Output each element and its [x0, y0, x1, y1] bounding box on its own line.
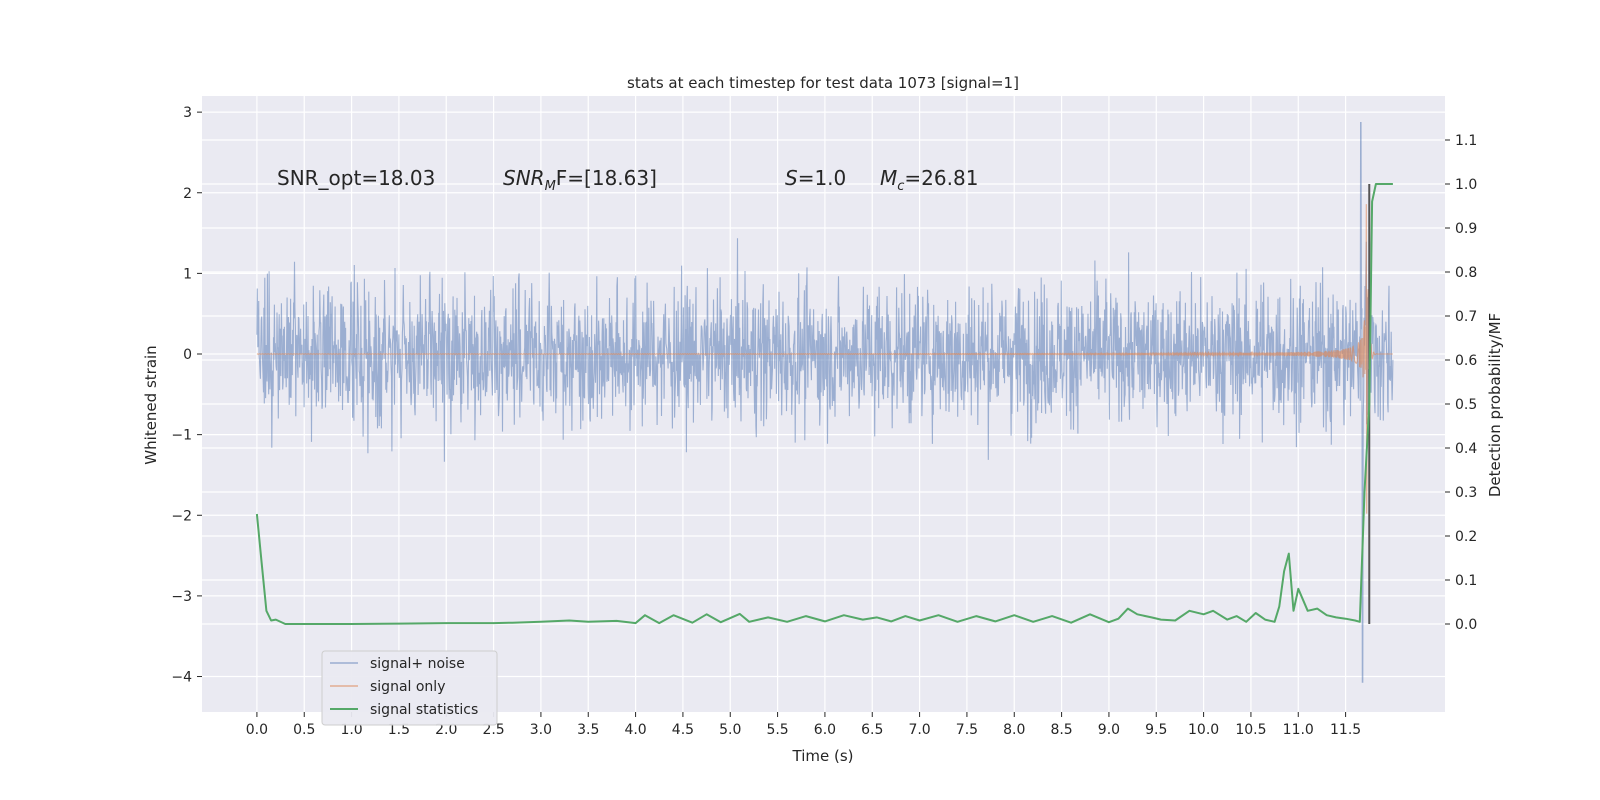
x-tick-label: 11.5 [1330, 722, 1361, 738]
x-tick-label: 11.0 [1283, 722, 1314, 738]
legend-label-signal: signal only [370, 679, 445, 695]
x-tick-label: 7.0 [908, 722, 930, 738]
annotation-snr-mf-rest: F=[18.63] [556, 166, 657, 190]
y-tick-label-left: −1 [171, 428, 192, 444]
y-tick-label-left: −4 [171, 670, 192, 686]
y-tick-label-left: 1 [183, 266, 192, 282]
y-tick-label-left: 0 [183, 347, 192, 363]
series-signal-noise [256, 122, 1394, 683]
y-tick-label-left: −2 [171, 508, 192, 524]
legend-label-stats: signal statistics [370, 702, 478, 718]
y-tick-label-right: 0.5 [1455, 397, 1477, 413]
y-tick-label-right: 0.8 [1455, 265, 1477, 281]
annotation-snr-mf: SNRMF=[18.63] [503, 166, 657, 194]
y-tick-label-right: 0.7 [1455, 309, 1477, 325]
x-tick-label: 3.5 [577, 722, 599, 738]
annotation-mc-rest: =26.81 [904, 166, 978, 190]
annotation-s-main: S [785, 166, 798, 190]
x-tick-label: 9.5 [1145, 722, 1167, 738]
x-tick-label: 1.5 [388, 722, 410, 738]
x-tick-label: 9.0 [1098, 722, 1120, 738]
x-tick-label: 0.5 [293, 722, 315, 738]
annotation-s: S=1.0 [785, 166, 846, 190]
x-tick-label: 4.0 [624, 722, 646, 738]
x-tick-label: 5.0 [719, 722, 741, 738]
x-tick-label: 10.5 [1235, 722, 1266, 738]
y-tick-label-right: 0.9 [1455, 221, 1477, 237]
annotation-mc-main: M [880, 166, 897, 190]
y-tick-label-left: 2 [183, 186, 192, 202]
x-tick-label: 5.5 [766, 722, 788, 738]
x-tick-label: 0.0 [246, 722, 268, 738]
legend: signal+ noise signal only signal statist… [321, 650, 498, 726]
annotation-mc-sub: c [897, 179, 904, 194]
y-tick-label-right: 1.1 [1455, 133, 1477, 149]
y-tick-label-right: 0.6 [1455, 353, 1477, 369]
x-tick-label: 4.5 [672, 722, 694, 738]
x-tick-label: 1.0 [340, 722, 362, 738]
x-tick-label: 10.0 [1188, 722, 1219, 738]
y-tick-label-right: 1.0 [1455, 177, 1477, 193]
x-tick-label: 2.0 [435, 722, 457, 738]
x-tick-label: 3.0 [530, 722, 552, 738]
grid [202, 96, 1445, 712]
x-tick-label: 7.5 [956, 722, 978, 738]
x-tick-label: 8.0 [1003, 722, 1025, 738]
y-tick-label-right: 0.1 [1455, 573, 1477, 589]
x-tick-label: 8.5 [1050, 722, 1072, 738]
legend-box [321, 650, 498, 726]
x-axis-label: Time (s) [792, 747, 854, 765]
y-tick-label-right: 0.0 [1455, 617, 1477, 633]
y-tick-label-left: −3 [171, 589, 192, 605]
series-signal-statistics [255, 183, 1393, 625]
y-tick-label-left: 3 [183, 105, 192, 121]
x-tick-label: 6.0 [814, 722, 836, 738]
y-tick-label-right: 0.2 [1455, 529, 1477, 545]
ticks: 0.0 0.5 1.0 1.5 2.0 2.5 3.0 3.5 4.0 4.5 5.0 5.5 6.0 6… [171, 105, 1477, 738]
legend-label-noise: signal+ noise [370, 656, 465, 672]
annotation-mc: Mc=26.81 [880, 166, 978, 194]
annotation-s-rest: =1.0 [798, 166, 847, 190]
y-axis-label-left: Whitened strain [142, 345, 160, 464]
annotation-snr-opt: SNR_opt=18.03 [277, 166, 435, 190]
y-tick-label-right: 0.3 [1455, 485, 1477, 501]
annotation-snr-mf-sub: M [545, 179, 556, 194]
x-tick-label: 6.5 [861, 722, 883, 738]
series-group [255, 122, 1394, 683]
series-signal-only [256, 204, 1393, 514]
x-tick-label: 2.5 [482, 722, 504, 738]
annotation-snr-mf-main: SNR [503, 166, 545, 190]
y-tick-label-right: 0.4 [1455, 441, 1477, 457]
chart-title: stats at each timestep for test data 107… [627, 74, 1019, 92]
y-axis-label-right: Detection probability/MF [1486, 313, 1504, 497]
